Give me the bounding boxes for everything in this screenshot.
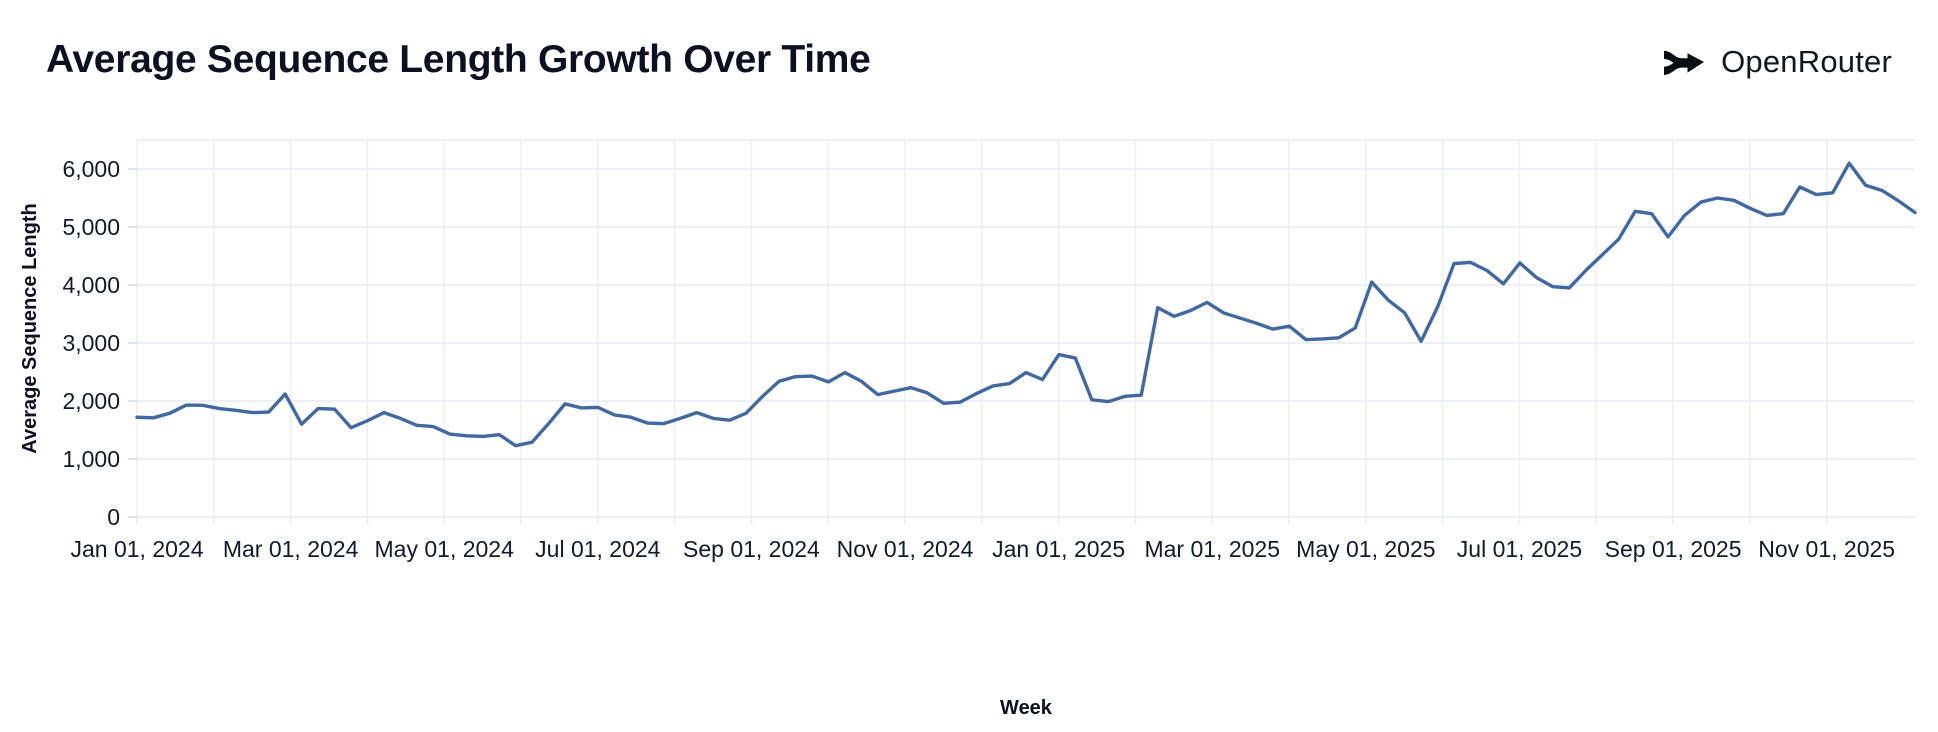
x-axis-tick-label: Jul 01, 2024 [535, 536, 661, 562]
x-axis-tick-label: Jan 01, 2024 [70, 536, 203, 562]
x-axis-tick-labels: Jan 01, 2024 Mar 01, 2024 May 01, 2024 Jul … [70, 536, 1895, 562]
x-axis-tick-label: Jan 01, 2025 [992, 536, 1125, 562]
x-axis-tick-label: Sep 01, 2024 [683, 536, 820, 562]
x-axis-tick-label: Nov 01, 2024 [837, 536, 974, 562]
vertical-gridlines [136, 140, 1828, 524]
x-axis-tick-label: May 01, 2025 [1296, 536, 1435, 562]
x-axis-tick-label: Mar 01, 2025 [1144, 536, 1280, 562]
brand-name: OpenRouter [1721, 44, 1892, 79]
page-header: Average Sequence Length Growth Over Time… [0, 0, 1938, 116]
x-axis-tick-label: May 01, 2024 [375, 536, 515, 562]
openrouter-arrows-icon [1664, 50, 1705, 75]
y-axis-tick-labels: 0 1,000 2,000 3,000 4,000 5,000 6,000 [62, 156, 120, 530]
data-series-line [135, 161, 1917, 448]
x-axis-tick-label: Mar 01, 2024 [223, 536, 359, 562]
x-axis-tick-label: Nov 01, 2025 [1758, 536, 1895, 562]
y-axis-tick-label: 1,000 [62, 446, 120, 472]
page-title: Average Sequence Length Growth Over Time [46, 38, 871, 81]
y-axis-tick-label: 2,000 [62, 388, 120, 414]
horizontal-gridlines [137, 139, 1915, 518]
y-axis-title: Average Sequence Length [19, 203, 41, 453]
y-axis-tick-label: 3,000 [62, 330, 120, 356]
y-axis-tick-label: 4,000 [62, 272, 120, 298]
y-axis-tick-label: 6,000 [62, 156, 120, 182]
brand-lockup: OpenRouter [1663, 44, 1892, 80]
y-axis-tick-label: 5,000 [62, 214, 120, 240]
y-axis-tick-label: 0 [107, 504, 120, 530]
y-axis-ticks [128, 168, 137, 518]
x-axis-tick-label: Sep 01, 2025 [1605, 536, 1742, 562]
x-axis-title: Week [1000, 697, 1053, 719]
x-axis-tick-label: Jul 01, 2025 [1457, 536, 1582, 562]
